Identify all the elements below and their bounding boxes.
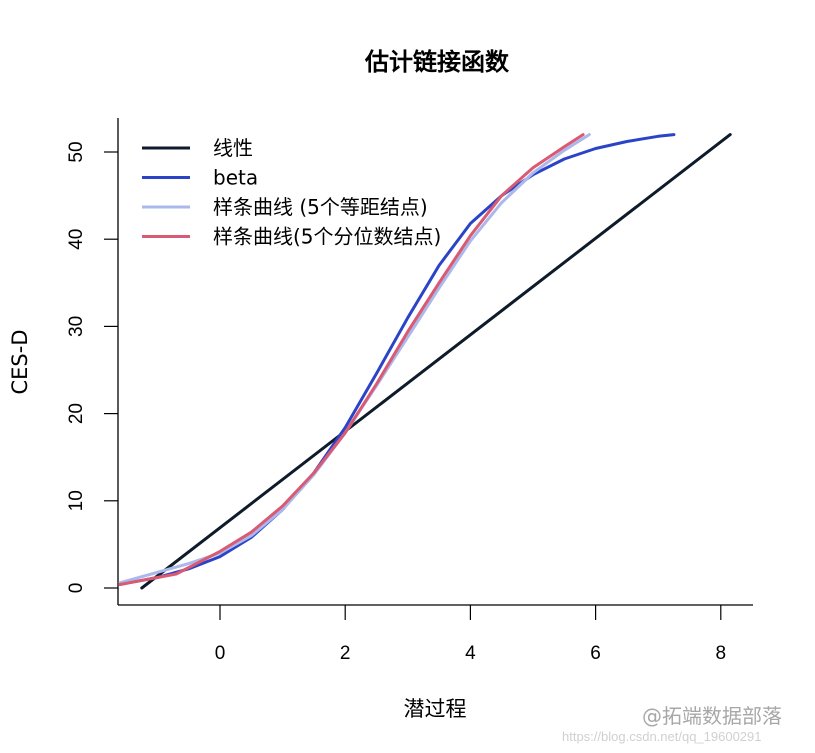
watermark: @拓端数据部落 https://blog.csdn.net/qq_1960029…: [562, 704, 782, 744]
watermark-author: @拓端数据部落: [642, 704, 782, 728]
x-tick-label: 2: [340, 643, 351, 664]
legend-label: 线性: [213, 136, 253, 160]
x-tick-label: 8: [716, 643, 727, 664]
y-tick-label: 20: [66, 403, 87, 424]
y-tick-label: 10: [66, 490, 87, 511]
legend-label: beta: [213, 166, 258, 190]
y-tick-label: 0: [66, 583, 87, 594]
x-axis-ticks: 0 2 4 6 8: [215, 605, 726, 664]
y-tick-label: 30: [66, 316, 87, 337]
series-layer: [118, 133, 732, 590]
y-tick-label: 50: [66, 141, 87, 162]
y-axis-label: CES-D: [8, 329, 32, 394]
legend-label: 样条曲线 (5个等距结点): [213, 195, 428, 219]
series-line-1: [118, 133, 676, 586]
x-tick-label: 4: [465, 643, 476, 664]
y-axis-ticks: 0 10 20 30 40 50: [66, 141, 118, 593]
legend: 线性 beta 样条曲线 (5个等距结点) 样条曲线(5个分位数结点): [142, 136, 441, 249]
chart-title: 估计链接函数: [364, 48, 510, 76]
plot-area: 0 10 20 30 40 50 0 2 4 6 8: [66, 118, 753, 664]
watermark-url: https://blog.csdn.net/qq_19600291: [562, 729, 762, 744]
legend-label: 样条曲线(5个分位数结点): [213, 225, 441, 249]
series-line-0: [140, 133, 732, 590]
y-tick-label: 40: [66, 229, 87, 250]
series-line-3: [118, 133, 585, 586]
x-tick-label: 0: [215, 643, 226, 664]
x-axis-label: 潜过程: [404, 697, 467, 721]
x-tick-label: 6: [590, 643, 601, 664]
